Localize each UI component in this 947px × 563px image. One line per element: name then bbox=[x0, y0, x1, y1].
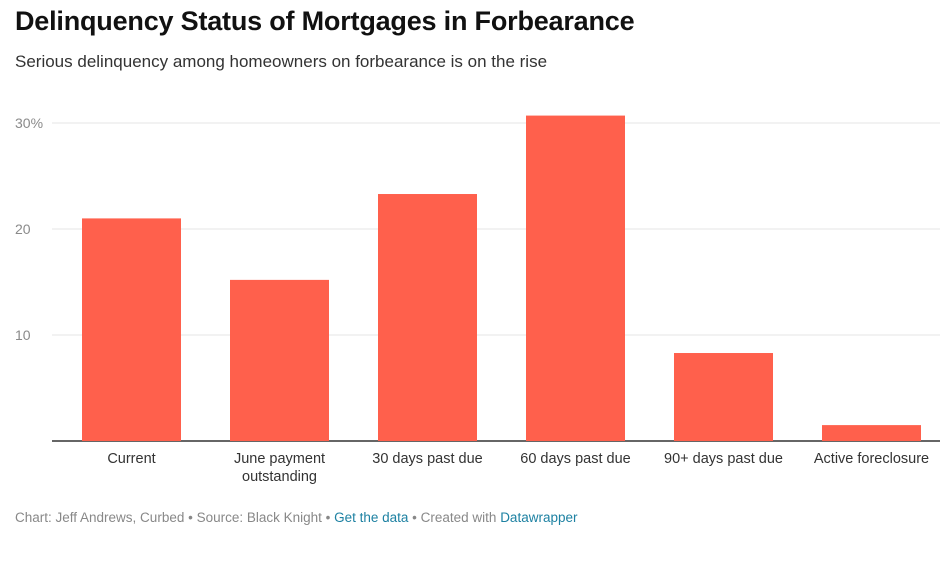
x-category-label-2: 30 days past due bbox=[372, 451, 482, 467]
bar-3 bbox=[526, 115, 625, 441]
get-the-data-link[interactable]: Get the data bbox=[334, 510, 409, 525]
chart-subtitle: Serious delinquency among homeowners on … bbox=[15, 52, 548, 71]
bar-5 bbox=[822, 425, 921, 441]
x-category-label-0: Current bbox=[107, 451, 155, 467]
x-category-label-1-line-0: June payment bbox=[234, 451, 325, 467]
x-category-label-3: 60 days past due bbox=[520, 451, 630, 467]
y-tick-label-30: 30% bbox=[15, 115, 43, 131]
bar-2 bbox=[378, 194, 477, 441]
chart-title: Delinquency Status of Mortgages in Forbe… bbox=[15, 6, 635, 36]
datawrapper-link[interactable]: Datawrapper bbox=[500, 510, 578, 525]
x-category-label-1-line-1: outstanding bbox=[242, 469, 317, 485]
label-layer: 10 20 30% Current June payment outstanding 30 … bbox=[15, 115, 929, 485]
y-tick-label-20: 20 bbox=[15, 221, 31, 237]
bar-4 bbox=[674, 353, 773, 441]
grid-layer bbox=[52, 122, 940, 442]
chart-footer: Chart: Jeff Andrews, Curbed • Source: Bl… bbox=[15, 510, 577, 525]
bar-layer bbox=[82, 115, 921, 441]
y-tick-label-10: 10 bbox=[15, 327, 31, 343]
footer-created-with: • Created with bbox=[408, 510, 501, 525]
x-category-label-5: Active foreclosure bbox=[814, 451, 929, 467]
x-category-label-4: 90+ days past due bbox=[664, 451, 783, 467]
bar-1 bbox=[230, 279, 329, 441]
bar-chart: 10 20 30% Current June payment outstanding 30 … bbox=[15, 115, 940, 485]
bar-0 bbox=[82, 218, 181, 441]
footer-credit: Chart: Jeff Andrews, Curbed • Source: Bl… bbox=[15, 510, 335, 525]
